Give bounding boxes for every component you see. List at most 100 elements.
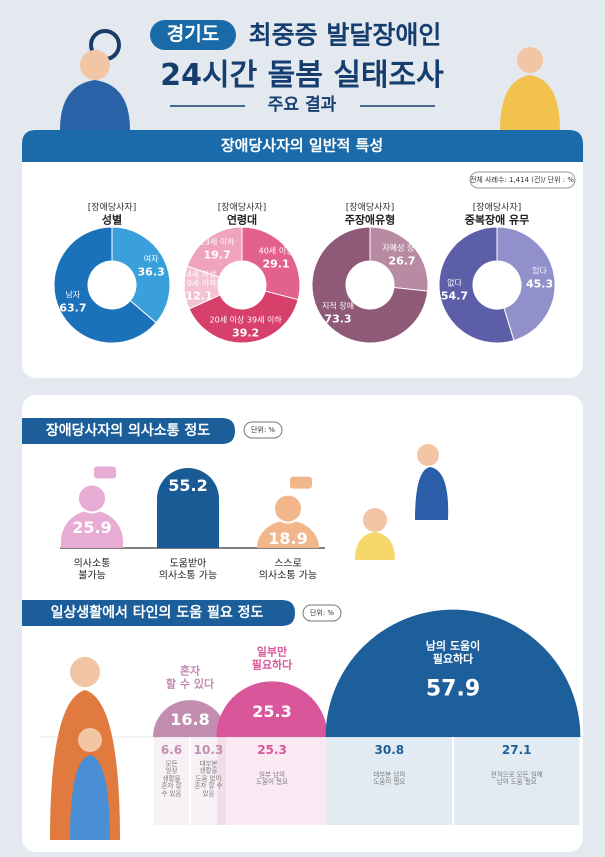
group-value: 16.8: [170, 710, 210, 730]
segment-label: 없다: [447, 278, 462, 288]
unit-pill: [302, 604, 342, 622]
card: [22, 130, 583, 378]
face-icon: [273, 493, 303, 524]
part-column: [217, 737, 327, 825]
segment-label: 남자: [65, 290, 81, 300]
segment-label: 자폐성 장애: [382, 243, 422, 253]
segment-value: 39.2: [232, 326, 260, 340]
bar: [157, 467, 219, 548]
segment-label: 14세 이상 19세 이하: [181, 269, 217, 288]
speech-icon: [94, 466, 116, 479]
chart-title: 연령대: [226, 213, 258, 227]
segment-label: 여자: [143, 254, 159, 264]
part-label: 대부분 남의 도움이 필요: [373, 770, 406, 786]
part-label: 대부분 생활을 도움 없이 혼자 할 수 있음: [194, 759, 223, 798]
section-title: 장애당사자의 의사소통 정도: [45, 422, 211, 439]
part-column: [326, 737, 452, 825]
note: 단위: %: [250, 425, 276, 434]
person-icon: [78, 728, 102, 752]
section-title: 일상생활에서 타인의 도움 필요 정도: [50, 604, 264, 621]
bar-value: 25.9: [72, 518, 112, 538]
segment-label: 20세 이상 39세 이하: [209, 315, 282, 325]
family-icon: [517, 47, 543, 73]
chart-title: 중복장애 유무: [464, 213, 530, 227]
section-tab: [22, 600, 295, 626]
person-icon: [415, 467, 449, 520]
part-value: 30.8: [374, 743, 405, 758]
subtitle: 주요 결과: [267, 95, 337, 116]
group-name: 일부만 필요하다: [251, 645, 293, 672]
segment-label: 지적 장애: [322, 301, 354, 311]
person-icon: [60, 80, 130, 130]
segment-value: 36.3: [137, 265, 165, 279]
part-label: 일부 남의 도움이 필요: [256, 770, 288, 786]
region: 경기도: [166, 23, 220, 46]
segment-value: 73.3: [324, 312, 352, 326]
part-column: [454, 737, 580, 825]
note: 단위: %: [309, 608, 335, 617]
part-label: 모든 일상 생활을 혼자 할 수 있음: [161, 759, 182, 798]
group-value: 57.9: [425, 675, 481, 701]
bar-label: 도움받아 의사소통 가능: [158, 558, 218, 582]
chart-subtitle: [장애당사자]: [87, 202, 137, 213]
pie-segment: [188, 290, 299, 344]
section-title: 장애당사자의 일반적 특성: [220, 136, 384, 155]
bar: [257, 520, 319, 548]
note-pill: [469, 171, 576, 189]
segment-value: 19.7: [203, 248, 231, 262]
pie-segment: [369, 226, 429, 292]
chart-title: 성별: [101, 213, 123, 227]
part-value: 10.3: [193, 743, 224, 758]
semicircle: [325, 609, 581, 737]
person-icon: [80, 50, 110, 80]
person-icon: [70, 755, 110, 840]
chart-title: 주장애유형: [344, 213, 396, 227]
group-name: 혼자 할 수 있다: [165, 664, 215, 691]
person-icon: [417, 444, 439, 466]
bar-value: 18.9: [268, 528, 308, 548]
family-icon: [500, 75, 560, 130]
section-header: [22, 130, 583, 162]
segment-label: 13세 이하: [199, 237, 235, 247]
bar-label: 의사소통 불가능: [73, 558, 111, 582]
note: 전체 사례수: 1,414 (건)/ 단위 : %: [469, 175, 575, 184]
part-value: 6.6: [160, 743, 183, 758]
pie-segment: [438, 226, 515, 344]
segment-label: 있다: [532, 266, 547, 276]
part-label: 전적으로 모든 일에 남의 도움 필요: [490, 770, 543, 786]
chart-subtitle: [장애당사자]: [217, 202, 267, 213]
unit-pill: [243, 421, 283, 439]
segment-value: 12.1: [185, 289, 213, 303]
chart-subtitle: [장애당사자]: [345, 202, 395, 213]
segment-value: 63.7: [59, 301, 87, 315]
group-name: 남의 도움이 필요하다: [425, 639, 481, 665]
person-icon: [355, 532, 395, 560]
segment-label: 40세 이상: [258, 246, 294, 256]
part-column: [154, 737, 189, 825]
semicircle: [153, 700, 227, 737]
bar-value: 55.2: [168, 475, 208, 495]
pie-segment: [111, 226, 171, 324]
title: 24시간 돌봄 실태조사: [160, 57, 444, 93]
pie-segment: [53, 226, 157, 344]
pie-segment: [496, 226, 556, 342]
pie-segment: [186, 226, 243, 278]
chart-subtitle: [장애당사자]: [472, 202, 522, 213]
region-pill: [150, 20, 236, 50]
segment-value: 26.7: [388, 254, 416, 268]
part-value: 25.3: [257, 743, 287, 758]
segment-value: 54.7: [440, 289, 469, 303]
person-icon: [70, 657, 100, 687]
pie-segment: [311, 226, 429, 344]
bar-label: 스스로 의사소통 가능: [258, 558, 318, 582]
semicircle: [216, 681, 328, 737]
segment-value: 29.1: [262, 257, 290, 271]
person-icon: [363, 508, 387, 532]
speech-icon: [290, 476, 312, 489]
title: 최중증 발달장애인: [248, 20, 442, 50]
group-value: 25.3: [252, 701, 292, 721]
bar: [61, 510, 123, 548]
part-column: [191, 737, 226, 825]
